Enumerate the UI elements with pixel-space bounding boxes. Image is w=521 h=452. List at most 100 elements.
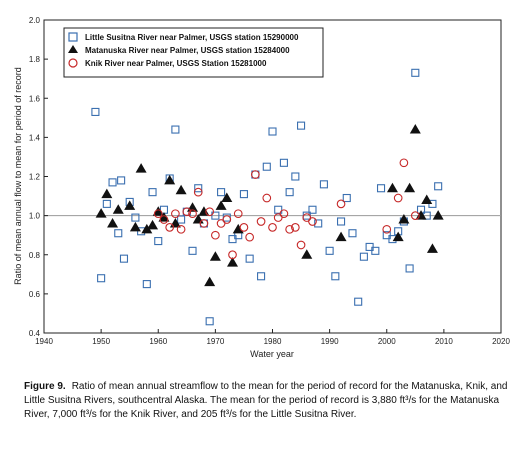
matanuska-point xyxy=(404,182,416,193)
little-susitna-point xyxy=(291,172,300,181)
matanuska-point xyxy=(129,221,141,232)
y-tick-label: 1.2 xyxy=(29,173,41,182)
knik-point xyxy=(165,223,175,232)
matanuska-point xyxy=(209,251,221,261)
little-susitna-point xyxy=(194,184,203,193)
little-susitna-point xyxy=(131,213,140,222)
x-tick-label: 1990 xyxy=(321,337,339,346)
little-susitna-point xyxy=(325,246,334,255)
legend-label-little-susitna: Little Susitna River near Palmer, USGS s… xyxy=(85,33,299,42)
little-susitna-point xyxy=(205,317,214,326)
matanuska-point xyxy=(158,212,170,222)
little-susitna-point xyxy=(217,188,226,197)
little-susitna-point xyxy=(411,68,420,77)
little-susitna-point xyxy=(279,158,288,167)
little-susitna-point xyxy=(171,125,180,134)
matanuska-point xyxy=(432,210,444,220)
knik-point xyxy=(302,213,312,222)
knik-point xyxy=(262,193,272,203)
little-susitna-point xyxy=(108,178,117,187)
knik-point xyxy=(256,217,266,226)
knik-point xyxy=(336,199,346,209)
matanuska-point xyxy=(426,243,438,253)
little-susitna-point xyxy=(91,107,100,116)
little-susitna-point xyxy=(354,297,363,306)
knik-point xyxy=(399,158,409,168)
figure-caption: Figure 9. Ratio of mean annual streamflow… xyxy=(24,380,514,422)
knik-point xyxy=(239,223,249,232)
matanuska-point xyxy=(386,182,398,193)
y-tick-label: 0.4 xyxy=(29,329,41,338)
y-axis-title: Ratio of mean annual flow to mean for pe… xyxy=(13,67,23,285)
legend-label-knik: Knik River near Palmer, USGS Station 152… xyxy=(85,59,267,68)
little-susitna-point xyxy=(117,176,126,185)
legend-square-icon xyxy=(68,32,78,42)
matanuska-point xyxy=(335,231,347,242)
matanuska-point xyxy=(221,192,233,203)
matanuska-point xyxy=(107,217,119,228)
little-susitna-point xyxy=(257,272,266,281)
y-tick-label: 1.6 xyxy=(29,94,41,103)
knik-point xyxy=(273,213,283,222)
x-tick-label: 1940 xyxy=(35,337,53,346)
matanuska-point xyxy=(421,194,433,204)
x-tick-label: 1960 xyxy=(149,337,167,346)
little-susitna-point xyxy=(142,280,151,289)
matanuska-point xyxy=(398,214,410,224)
knik-point xyxy=(410,211,420,220)
y-axis: 0.4 0.6 0.8 1.0 1.2 1.4 1.6 1.8 2.0 xyxy=(29,16,48,338)
knik-point xyxy=(205,207,215,217)
little-susitna-point xyxy=(211,211,220,220)
y-tick-label: 2.0 xyxy=(29,16,41,25)
knik-point xyxy=(251,170,260,179)
knik-point xyxy=(222,215,232,224)
knik-point xyxy=(199,219,209,228)
knik-point xyxy=(171,209,180,219)
little-susitna-point xyxy=(102,199,111,208)
legend: Little Susitna River near Palmer, USGS s… xyxy=(63,27,324,78)
matanuska-point xyxy=(392,231,404,242)
x-tick-label: 1950 xyxy=(92,337,110,346)
little-susitna-point xyxy=(239,190,248,199)
legend-circle-icon xyxy=(68,58,78,68)
legend-entry-little-susitna: Little Susitna River near Palmer, USGS s… xyxy=(68,32,299,42)
little-susitna-point xyxy=(319,180,328,189)
matanuska-point xyxy=(141,223,153,234)
matanuska-point xyxy=(147,219,159,230)
little-susitna-point xyxy=(331,272,340,281)
matanuska-point xyxy=(301,249,313,259)
little-susitna-point xyxy=(114,229,123,238)
little-susitna-point xyxy=(342,193,351,203)
matanuska-point xyxy=(204,276,216,287)
knik-point xyxy=(245,232,254,242)
legend-label-matanuska: Matanuska River near Palmer, USGS statio… xyxy=(85,46,290,55)
matanuska-point xyxy=(135,163,147,173)
little-susitna-point xyxy=(405,264,414,273)
knik-point xyxy=(216,219,226,228)
knik-point xyxy=(228,250,237,260)
knik-point xyxy=(176,224,186,234)
x-tick-label: 2020 xyxy=(492,337,510,346)
little-susitna-point xyxy=(148,188,157,197)
matanuska-point xyxy=(232,223,244,234)
knik-point xyxy=(193,187,203,197)
x-axis-title: Water year xyxy=(250,349,294,359)
little-susitna-point xyxy=(262,162,271,171)
little-susitna-point xyxy=(188,246,197,255)
little-susitna-point xyxy=(308,205,317,214)
little-susitna-point xyxy=(348,229,357,238)
knik-point xyxy=(296,240,306,250)
scatter-chart: 1940 1950 1960 1970 1980 1990 2000 2010 2020 0.4… xyxy=(13,16,510,359)
little-susitna-point xyxy=(154,237,163,246)
matanuska-point xyxy=(124,200,136,210)
legend-triangle-icon xyxy=(68,45,78,53)
little-susitna-point xyxy=(359,252,368,261)
matanuska-point xyxy=(152,206,164,216)
little-susitna-point xyxy=(268,127,277,136)
knik-point xyxy=(382,224,392,234)
matanuska-point xyxy=(95,208,107,218)
little-susitna-point xyxy=(97,274,106,283)
x-axis: 1940 1950 1960 1970 1980 1990 2000 2010 2020 xyxy=(35,329,510,346)
y-tick-label: 1.0 xyxy=(29,212,41,221)
